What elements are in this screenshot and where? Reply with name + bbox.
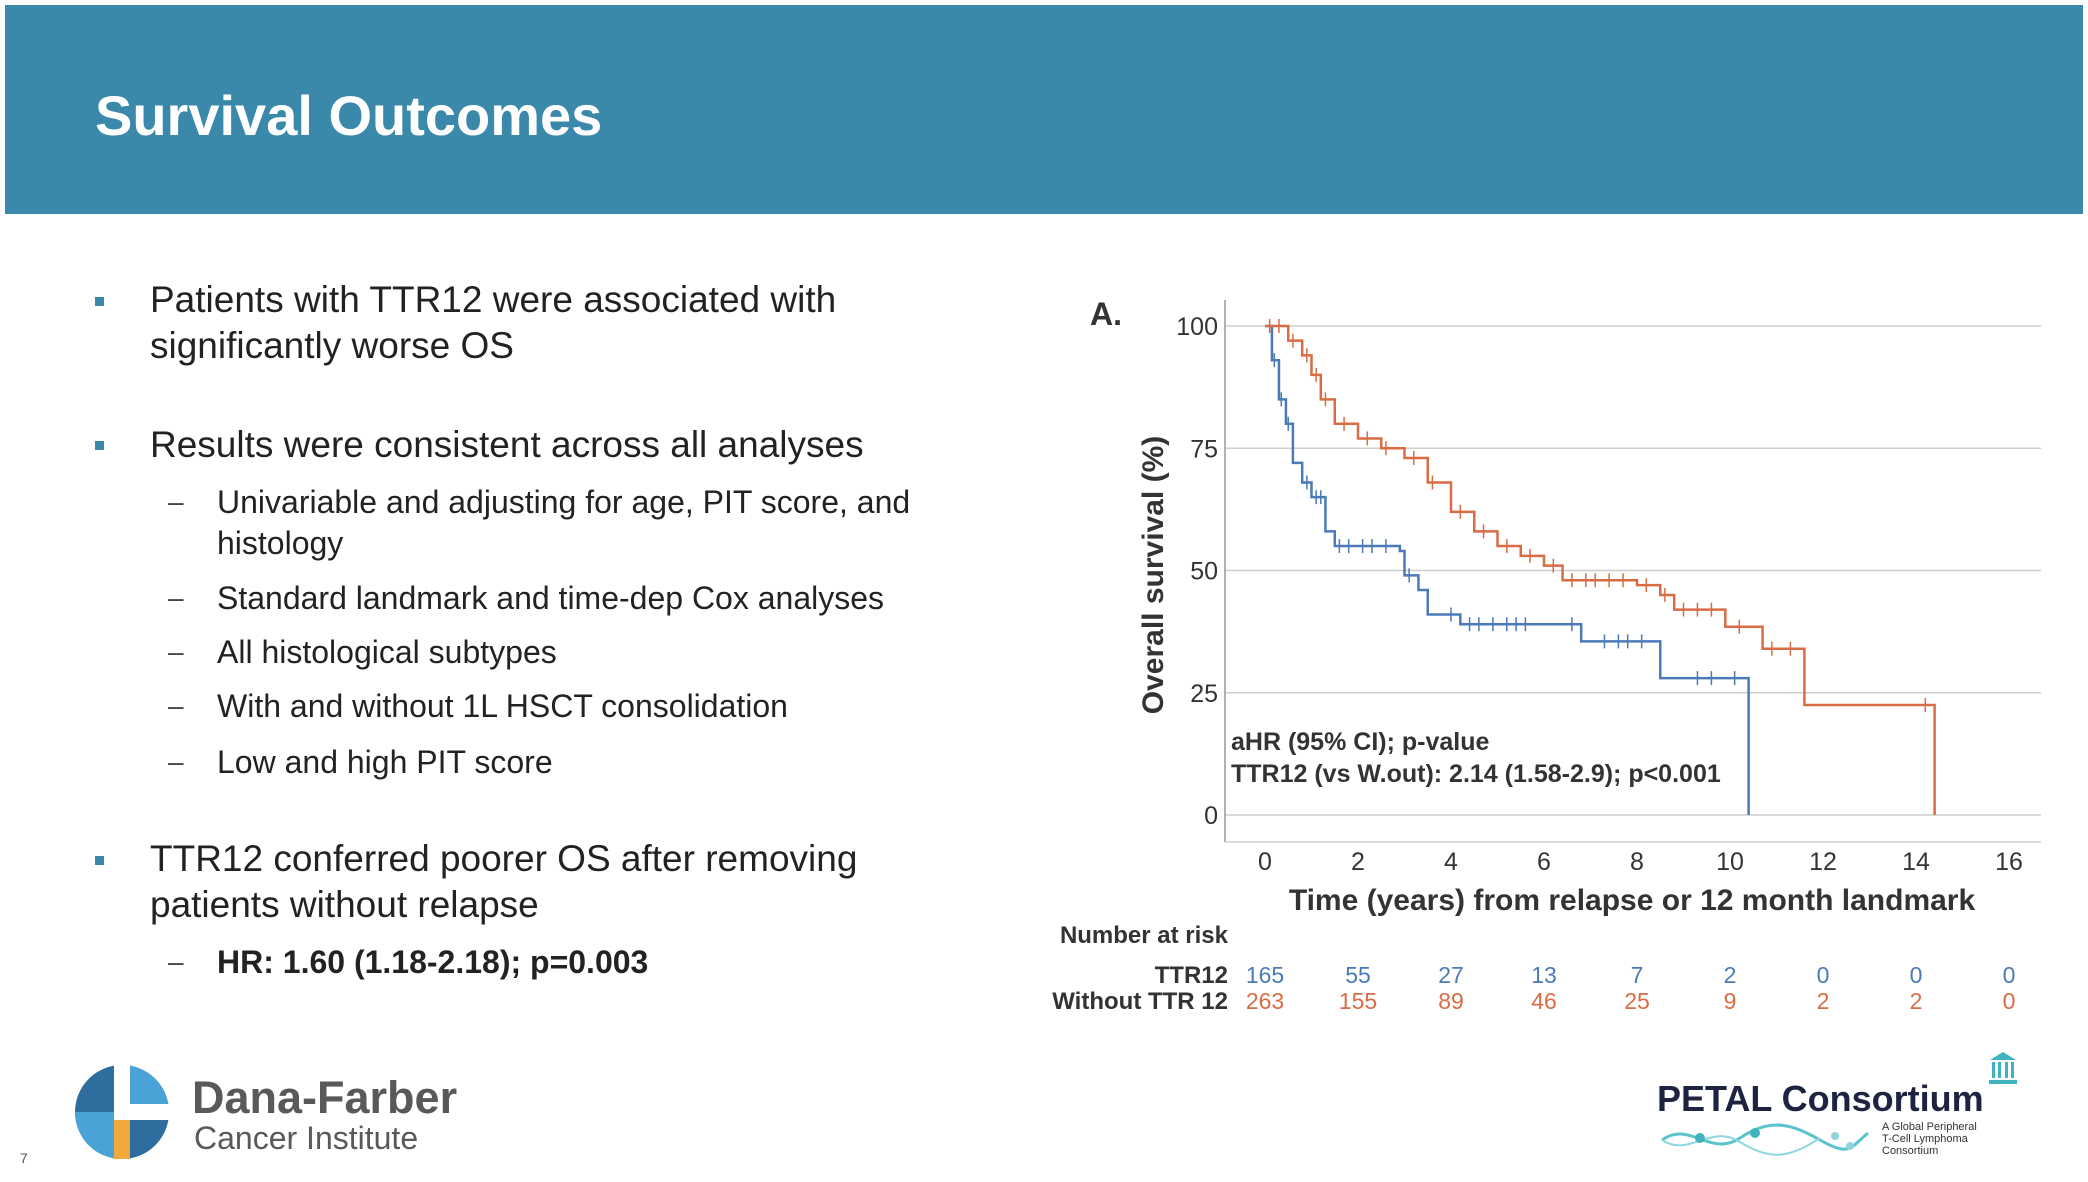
survival-curve-without-ttr12 bbox=[1265, 324, 1936, 815]
sub-bullet: Standard landmark and time-dep Cox analy… bbox=[217, 580, 885, 616]
risk-value: 13 bbox=[1531, 962, 1557, 988]
x-tick-label: 2 bbox=[1351, 848, 1365, 876]
petal-tagline-line: Consortium bbox=[1882, 1145, 1939, 1157]
risk-value: 2 bbox=[1724, 962, 1737, 988]
sub-bullet: Low and high PIT score bbox=[217, 744, 553, 780]
bullet-marker bbox=[95, 856, 104, 865]
dfci-subtitle: Cancer Institute bbox=[194, 1120, 419, 1156]
risk-value: 9 bbox=[1724, 988, 1737, 1014]
risk-row-label-without: Without TTR 12 bbox=[1052, 988, 1228, 1015]
x-tick-label: 4 bbox=[1444, 848, 1458, 876]
petal-name: PETAL Consortium bbox=[1657, 1078, 1984, 1119]
survival-curve-ttr12 bbox=[1265, 324, 1750, 815]
petal-tagline-line: T-Cell Lymphoma bbox=[1882, 1133, 1968, 1145]
bullet-marker bbox=[95, 441, 104, 450]
dana-farber-shield-icon bbox=[75, 1065, 169, 1159]
risk-value: 263 bbox=[1246, 988, 1284, 1014]
page-number: 7 bbox=[20, 1150, 28, 1166]
bullet-2: Results were consistent across all analy… bbox=[150, 424, 864, 465]
dash: – bbox=[168, 690, 184, 721]
risk-value: 0 bbox=[1817, 962, 1830, 988]
dash: – bbox=[168, 946, 184, 977]
x-tick-label: 16 bbox=[1995, 848, 2023, 876]
x-tick-label: 6 bbox=[1537, 848, 1551, 876]
risk-value: 165 bbox=[1246, 962, 1284, 988]
risk-value: 27 bbox=[1438, 962, 1464, 988]
petal-tagline-line: A Global Peripheral bbox=[1882, 1121, 1977, 1133]
sub-bullet-hr: HR: 1.60 (1.18-2.18); p=0.003 bbox=[217, 944, 649, 980]
risk-value: 0 bbox=[2003, 962, 2016, 988]
risk-value: 0 bbox=[2003, 988, 2016, 1014]
y-tick-label: 50 bbox=[1190, 558, 1218, 586]
risk-value: 2 bbox=[1817, 988, 1830, 1014]
risk-value: 2 bbox=[1910, 988, 1923, 1014]
y-tick-label: 0 bbox=[1204, 802, 1218, 830]
petal-building-icon bbox=[1989, 1052, 2017, 1084]
dash: – bbox=[168, 746, 184, 777]
risk-value: 0 bbox=[1910, 962, 1923, 988]
x-axis-label: Time (years) from relapse or 12 month la… bbox=[1289, 884, 1976, 917]
bullet-marker bbox=[95, 297, 104, 306]
dash: – bbox=[168, 582, 184, 613]
y-tick-label: 100 bbox=[1176, 313, 1218, 341]
y-tick-label: 75 bbox=[1190, 435, 1218, 463]
risk-value: 55 bbox=[1345, 962, 1371, 988]
dfci-name: Dana-Farber bbox=[192, 1072, 458, 1123]
risk-value: 7 bbox=[1631, 962, 1644, 988]
risk-value: 155 bbox=[1339, 988, 1377, 1014]
risk-value: 25 bbox=[1624, 988, 1650, 1014]
bullet-3: TTR12 conferred poorer OS after removing… bbox=[150, 838, 858, 925]
risk-value: 89 bbox=[1438, 988, 1464, 1014]
risk-row-label-ttr12: TTR12 bbox=[1155, 962, 1228, 989]
sub-bullet: All histological subtypes bbox=[217, 634, 557, 670]
slide-title: Survival Outcomes bbox=[95, 84, 603, 147]
petal-tagline: A Global Peripheral T-Cell Lymphoma Cons… bbox=[1882, 1121, 1977, 1157]
x-tick-label: 10 bbox=[1716, 848, 1744, 876]
dash: – bbox=[168, 636, 184, 667]
sub-bullet: With and without 1L HSCT consolidation bbox=[217, 688, 788, 724]
risk-value: 46 bbox=[1531, 988, 1557, 1014]
annotation-hr: TTR12 (vs W.out): 2.14 (1.58-2.9); p<0.0… bbox=[1231, 760, 1721, 788]
x-tick-label: 12 bbox=[1809, 848, 1837, 876]
bullet-1: Patients with TTR12 were associated with… bbox=[150, 279, 837, 366]
dash: – bbox=[168, 486, 184, 517]
x-tick-label: 8 bbox=[1630, 848, 1644, 876]
risk-table-title: Number at risk bbox=[1060, 922, 1229, 949]
annotation-title: aHR (95% CI); p-value bbox=[1231, 728, 1489, 756]
panel-label: A. bbox=[1090, 296, 1122, 332]
sub-bullet: Univariable and adjusting for age, PIT s… bbox=[217, 484, 911, 561]
slide-header: Survival Outcomes bbox=[5, 5, 2083, 214]
petal-dna-graphic bbox=[1661, 1123, 1869, 1156]
y-tick-label: 25 bbox=[1190, 680, 1218, 708]
y-axis-label: Overall survival (%) bbox=[1137, 436, 1170, 714]
x-tick-label: 0 bbox=[1258, 848, 1272, 876]
x-tick-label: 14 bbox=[1902, 848, 1930, 876]
